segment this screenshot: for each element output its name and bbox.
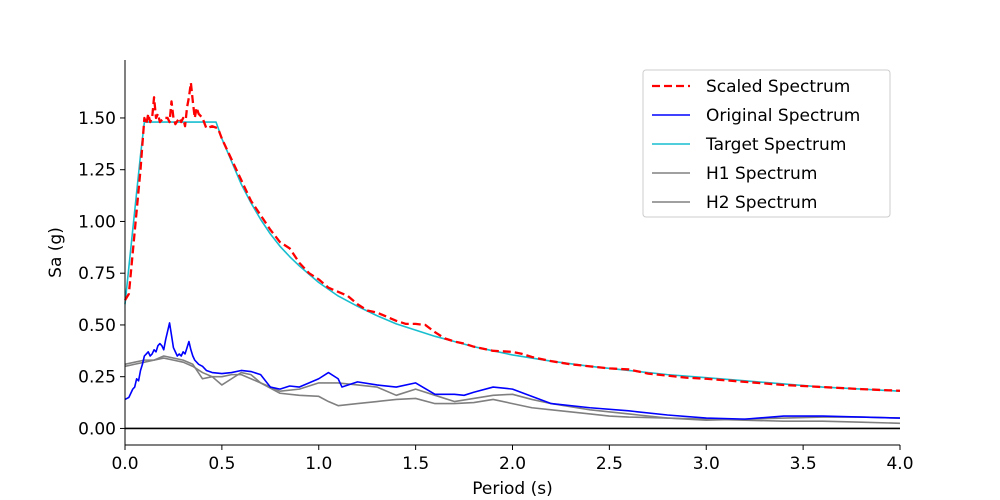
series-line-scaled-spectrum	[124, 81, 901, 392]
x-tick-label: 0.5	[208, 454, 235, 474]
y-tick-label: 1.25	[78, 161, 116, 181]
y-tick-label: 0.75	[78, 264, 116, 284]
x-tick-label: 1.0	[305, 454, 332, 474]
legend-label-original-spectrum: Original Spectrum	[706, 106, 860, 126]
series-line-h1-spectrum	[124, 355, 901, 421]
series-line-original-spectrum	[124, 322, 901, 420]
legend-label-scaled-spectrum: Scaled Spectrum	[706, 77, 850, 97]
axes: 0.0 0.5 1.0 1.5 2.0 2.5 3.0 3.5 4.0 0.00 0.25 0.50 0…	[78, 60, 914, 474]
plot-area	[124, 81, 901, 430]
y-tick-label: 0.25	[78, 368, 116, 388]
legend: Scaled Spectrum Original Spectrum Target S…	[642, 69, 891, 218]
legend-frame	[642, 69, 891, 218]
y-tick-label: 0.00	[78, 419, 116, 439]
x-tick-label: 3.0	[693, 454, 720, 474]
legend-label-h1-spectrum: H1 Spectrum	[706, 164, 817, 184]
series-line-h2-spectrum	[124, 357, 901, 425]
x-tick-label: 2.0	[499, 454, 526, 474]
x-tick-label: 4.0	[886, 454, 913, 474]
x-tick-label: 0.0	[111, 454, 138, 474]
y-tick-label: 0.50	[78, 316, 116, 336]
x-axis-title: Period (s)	[472, 479, 553, 499]
x-tick-label: 1.5	[402, 454, 429, 474]
y-axis-title: Sa (g)	[46, 227, 66, 278]
y-tick-label: 1.00	[78, 212, 116, 232]
x-tick-label: 2.5	[596, 454, 623, 474]
x-tick-label: 3.5	[790, 454, 817, 474]
legend-label-h2-spectrum: H2 Spectrum	[706, 193, 817, 213]
legend-label-target-spectrum: Target Spectrum	[705, 135, 846, 155]
y-tick-label: 1.50	[78, 109, 116, 129]
